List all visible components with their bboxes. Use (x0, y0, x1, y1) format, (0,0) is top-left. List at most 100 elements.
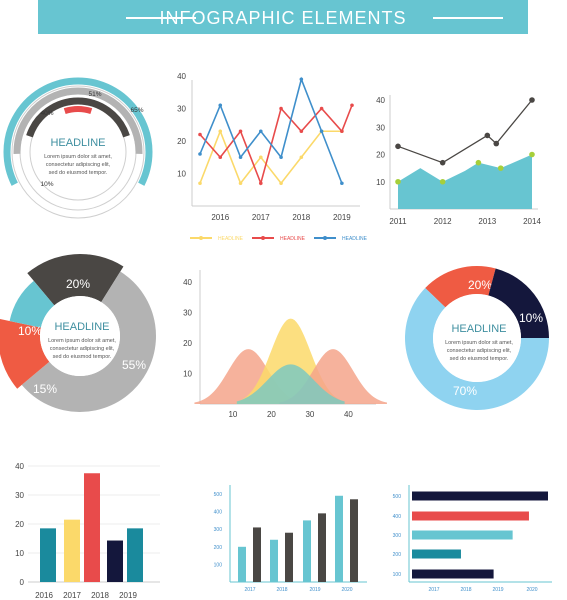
multiline-point (319, 106, 324, 111)
multiline-ytick: 10 (177, 170, 186, 179)
arealine-area-point (529, 151, 535, 158)
banner-line-left (126, 17, 196, 19)
radial-body-line: sed do eiusmod tempor. (49, 170, 108, 176)
hbars-bar (412, 549, 461, 559)
multiline-point (238, 181, 243, 186)
arealine-ytick: 40 (376, 96, 385, 105)
pie-slice (21, 271, 156, 412)
multiline-point (279, 106, 283, 111)
ring-slice (405, 287, 549, 410)
multiline-point (238, 129, 243, 134)
arealine-ytick: 30 (376, 123, 385, 132)
hbars-ytick: 500 (393, 494, 402, 500)
arealine-line-point (484, 132, 491, 139)
multiline-point (350, 103, 354, 108)
bells-xtick: 10 (228, 410, 237, 419)
hbars-bar (412, 491, 548, 501)
ring-body-line: sed do eiusmod tempor. (450, 356, 509, 362)
bells-ytick: 20 (183, 339, 192, 348)
bells-xtick: 30 (305, 410, 314, 419)
multiline-xtick: 2016 (211, 213, 229, 222)
hbars-ytick: 300 (393, 533, 402, 539)
multiline-series-line (199, 129, 342, 185)
bars1-bar (127, 528, 143, 582)
bells-xtick: 20 (267, 410, 276, 419)
hbars-ytick: 100 (393, 572, 402, 578)
hbars-ytick: 200 (393, 552, 402, 558)
multiline-point (279, 155, 283, 160)
pie-headline: HEADLINE (54, 321, 109, 333)
arealine-line-point (439, 159, 446, 166)
multiline-point (238, 155, 243, 160)
bars1-bar (40, 528, 56, 582)
bells-xtick: 40 (344, 410, 353, 419)
bars1-xtick: 2019 (119, 591, 137, 600)
multiline-point (299, 129, 304, 134)
bars2-ytick: 100 (214, 562, 223, 568)
multiline-point (340, 129, 344, 134)
radial-body-line: Lorem ipsum dolor sit amet, (44, 154, 112, 160)
arealine-xtick: 2012 (434, 217, 452, 226)
banner-title: INFOGRAPHIC ELEMENTS (159, 8, 407, 28)
multiline-point (279, 181, 283, 186)
bars1-ytick: 30 (15, 491, 24, 500)
multiline-point (198, 132, 202, 137)
radial-label: 40% (40, 110, 53, 117)
bars1-ytick: 40 (15, 462, 24, 471)
hbars-xtick: 2020 (526, 587, 537, 593)
hbars-bar (412, 530, 513, 540)
multiline-point (319, 129, 324, 134)
arealine-xtick: 2014 (523, 217, 541, 226)
arealine-area-point (475, 159, 482, 166)
bars2-bar (335, 495, 343, 582)
bars2-xtick: 2017 (244, 587, 255, 593)
radial-body-line: consectetur adipiscing elit, (46, 162, 111, 168)
banner-line-right (433, 17, 503, 19)
hbars-ytick: 400 (393, 514, 402, 520)
multiline-point (259, 181, 263, 186)
ring-center (433, 294, 521, 382)
bars2-bar (350, 499, 358, 582)
bars1-xtick: 2018 (91, 591, 109, 600)
bells-ytick: 10 (183, 370, 192, 379)
pie-slice-label: 10% (18, 324, 42, 338)
radial-label: 65% (130, 107, 143, 114)
arealine-area (398, 154, 532, 209)
bars1-bar (107, 540, 123, 582)
radial-bar-0 (3, 77, 153, 186)
multiline-point (340, 181, 344, 186)
multiline-legend-label: HEADLINE (218, 236, 244, 242)
arealine-area-point (395, 178, 401, 185)
bars1-xtick: 2017 (63, 591, 81, 600)
multiline-point (218, 129, 223, 134)
bars2-bar (303, 520, 311, 582)
multiline-point (299, 77, 304, 82)
arealine-line-point (395, 143, 401, 150)
bars2-bar (285, 532, 293, 582)
arealine-area-point (439, 178, 446, 185)
bars1-ytick: 20 (15, 520, 24, 529)
multiline-series-line (199, 104, 353, 186)
arealine-line-point (529, 97, 535, 103)
arealine-ytick: 10 (376, 178, 385, 187)
radial-bar-3 (63, 106, 93, 115)
bars2-ytick: 300 (214, 527, 223, 533)
arealine-line (397, 99, 533, 164)
bars1-bar (84, 473, 100, 582)
bars1-bar (64, 519, 80, 582)
arealine-xtick: 2011 (389, 217, 407, 226)
multiline-xtick: 2017 (252, 213, 270, 222)
pie-slice (9, 280, 55, 328)
multiline-legend-dot (199, 236, 203, 240)
bells-curve (236, 364, 345, 404)
bells-ytick: 40 (183, 278, 192, 287)
bars2-bar (318, 513, 326, 582)
multiline-point (198, 152, 202, 156)
radial-label: 51% (88, 91, 101, 98)
multiline-legend-label: HEADLINE (342, 236, 368, 242)
multiline-xtick: 2018 (292, 213, 310, 222)
hbars-xtick: 2017 (428, 587, 439, 593)
pie-slice-label: 55% (122, 358, 146, 372)
multiline-point (198, 181, 202, 186)
hbars-bar (412, 569, 494, 579)
